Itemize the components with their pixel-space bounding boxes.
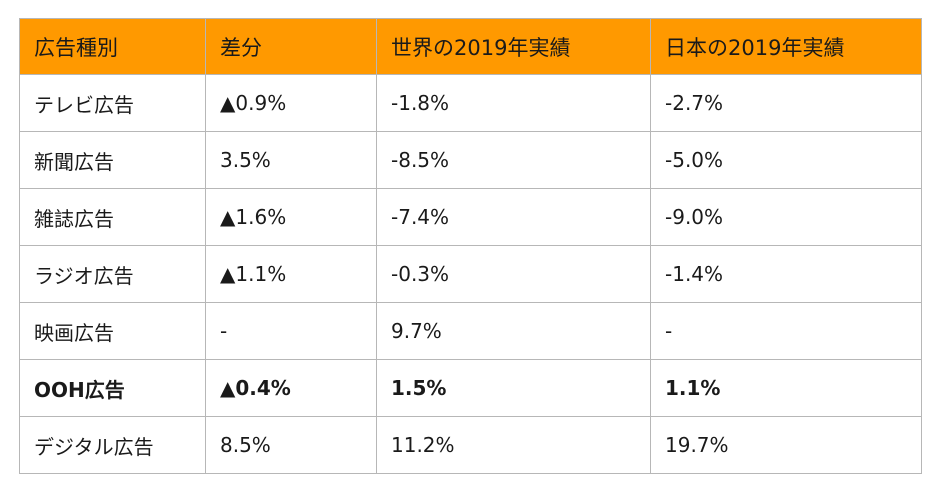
header-world-2019: 世界の2019年実績 — [376, 18, 651, 75]
cell-japan-2019: -5.0% — [650, 131, 922, 189]
cell-japan-2019: 1.1% — [650, 359, 922, 417]
table-row: デジタル広告 8.5% 11.2% 19.7% — [19, 416, 922, 474]
cell-difference: 3.5% — [205, 131, 377, 189]
cell-difference: 8.5% — [205, 416, 377, 474]
cell-ad-type: テレビ広告 — [19, 74, 206, 132]
ad-comparison-table: 広告種別 差分 世界の2019年実績 日本の2019年実績 テレビ広告 ▲0.9… — [19, 18, 922, 474]
cell-ad-type: OOH広告 — [19, 359, 206, 417]
header-row: 広告種別 差分 世界の2019年実績 日本の2019年実績 — [19, 18, 922, 75]
cell-world-2019: 11.2% — [376, 416, 651, 474]
table-row: 映画広告 - 9.7% - — [19, 302, 922, 360]
cell-japan-2019: -1.4% — [650, 245, 922, 303]
cell-japan-2019: -9.0% — [650, 188, 922, 246]
header-japan-2019: 日本の2019年実績 — [650, 18, 922, 75]
table-header: 広告種別 差分 世界の2019年実績 日本の2019年実績 — [19, 18, 922, 75]
cell-world-2019: 1.5% — [376, 359, 651, 417]
cell-difference: ▲0.9% — [205, 74, 377, 132]
table-row-highlighted: OOH広告 ▲0.4% 1.5% 1.1% — [19, 359, 922, 417]
cell-difference: ▲0.4% — [205, 359, 377, 417]
cell-world-2019: -7.4% — [376, 188, 651, 246]
cell-japan-2019: - — [650, 302, 922, 360]
ad-comparison-table-container: 広告種別 差分 世界の2019年実績 日本の2019年実績 テレビ広告 ▲0.9… — [19, 18, 922, 474]
header-ad-type: 広告種別 — [19, 18, 206, 75]
table-row: テレビ広告 ▲0.9% -1.8% -2.7% — [19, 74, 922, 132]
table-row: ラジオ広告 ▲1.1% -0.3% -1.4% — [19, 245, 922, 303]
table-row: 雑誌広告 ▲1.6% -7.4% -9.0% — [19, 188, 922, 246]
cell-world-2019: -0.3% — [376, 245, 651, 303]
cell-ad-type: 映画広告 — [19, 302, 206, 360]
cell-ad-type: デジタル広告 — [19, 416, 206, 474]
cell-japan-2019: -2.7% — [650, 74, 922, 132]
cell-ad-type: 新聞広告 — [19, 131, 206, 189]
cell-world-2019: -1.8% — [376, 74, 651, 132]
cell-world-2019: -8.5% — [376, 131, 651, 189]
cell-difference: ▲1.1% — [205, 245, 377, 303]
header-difference: 差分 — [205, 18, 377, 75]
cell-difference: ▲1.6% — [205, 188, 377, 246]
cell-difference: - — [205, 302, 377, 360]
cell-ad-type: ラジオ広告 — [19, 245, 206, 303]
table-row: 新聞広告 3.5% -8.5% -5.0% — [19, 131, 922, 189]
cell-ad-type: 雑誌広告 — [19, 188, 206, 246]
table-body: テレビ広告 ▲0.9% -1.8% -2.7% 新聞広告 3.5% -8.5% … — [19, 74, 922, 474]
cell-japan-2019: 19.7% — [650, 416, 922, 474]
cell-world-2019: 9.7% — [376, 302, 651, 360]
